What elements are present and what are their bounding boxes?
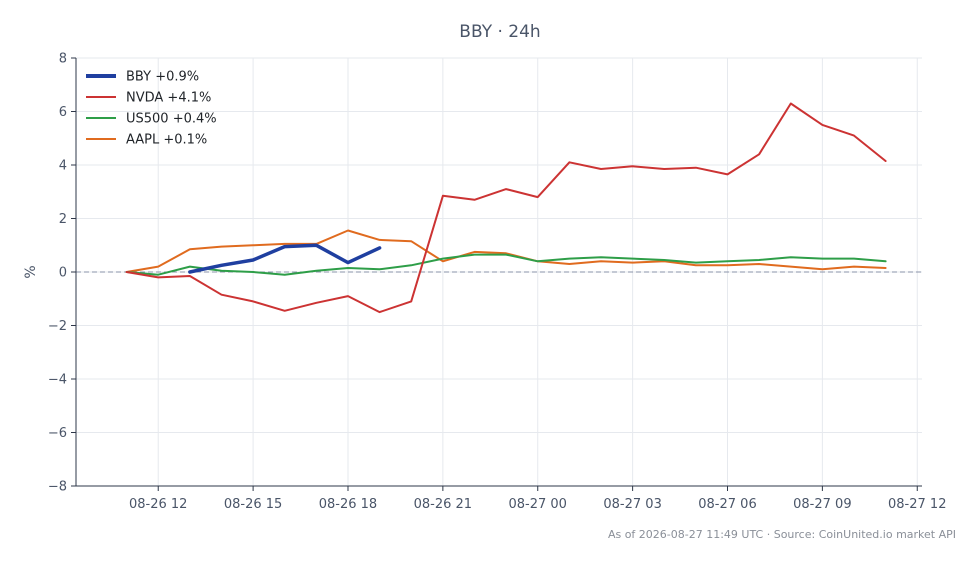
legend-label: AAPL +0.1% [126, 133, 207, 148]
series-line [125, 102, 887, 314]
y-tick-label: −8 [48, 480, 67, 495]
chart-title: BBY · 24h [459, 22, 540, 42]
x-tick-label: 08-27 12 [888, 497, 946, 512]
y-tick-label: 0 [59, 266, 67, 281]
x-axis-ticks: 08-26 12 08-26 15 08-26 18 08-26 21 08-27 00… [129, 486, 946, 512]
x-tick-label: 08-26 21 [414, 497, 472, 512]
series-line [125, 253, 887, 276]
legend-label: NVDA +4.1% [126, 91, 211, 106]
x-tick-label: 08-26 18 [319, 497, 377, 512]
series-line [125, 229, 887, 273]
footer-note: As of 2026-08-27 11:49 UTC · Source: Coi… [608, 528, 956, 541]
y-axis-label: % [23, 265, 39, 278]
y-tick-label: −2 [48, 319, 67, 334]
y-axis-ticks: −8 −6 −4 −2 0 2 4 6 8 [48, 52, 76, 495]
legend-label: BBY +0.9% [126, 70, 199, 85]
y-tick-label: 8 [59, 52, 67, 67]
y-tick-label: −6 [48, 426, 67, 441]
y-tick-label: 2 [59, 212, 67, 227]
y-tick-label: 6 [59, 105, 67, 120]
legend: BBY +0.9% NVDA +4.1% US500 +0.4% AAPL +0.1% [86, 70, 217, 148]
x-tick-label: 08-27 03 [603, 497, 661, 512]
y-tick-label: 4 [59, 159, 67, 174]
legend-label: US500 +0.4% [126, 112, 217, 127]
x-tick-label: 08-27 06 [698, 497, 756, 512]
y-tick-label: −4 [48, 373, 67, 388]
series-lines [125, 102, 887, 314]
x-tick-label: 08-27 00 [509, 497, 567, 512]
series-line [188, 243, 382, 274]
x-tick-label: 08-26 12 [129, 497, 187, 512]
x-tick-label: 08-27 09 [793, 497, 851, 512]
x-tick-label: 08-26 15 [224, 497, 282, 512]
